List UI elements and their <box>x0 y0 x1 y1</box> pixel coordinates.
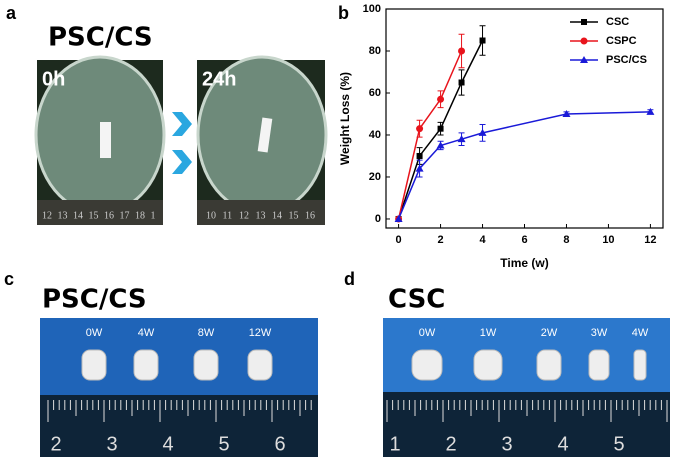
ruler-number: 16 <box>305 210 315 221</box>
sample <box>633 349 647 381</box>
sample <box>473 349 503 381</box>
marker <box>394 214 403 222</box>
x-tick-label: 12 <box>644 234 656 246</box>
photo-label: 1W <box>480 327 497 339</box>
ruler-number: 1 <box>389 433 400 455</box>
photo-label: 24h <box>202 68 236 90</box>
y-tick-label: 0 <box>375 213 381 225</box>
sample <box>81 349 107 381</box>
x-tick-label: 2 <box>437 234 443 246</box>
photo-label: 2W <box>541 327 558 339</box>
ruler-number: 11 <box>223 210 233 221</box>
y-tick-label: 80 <box>369 45 381 57</box>
marker <box>646 107 655 115</box>
panel-title: PSC/CS <box>48 23 153 53</box>
marker <box>478 128 487 136</box>
ruler-number: 14 <box>272 210 282 221</box>
photo-label: 4W <box>138 327 155 339</box>
ruler-number: 5 <box>218 433 229 455</box>
panel-label: a <box>6 3 17 23</box>
photo-label: 4W <box>632 327 649 339</box>
photo-label: 8W <box>198 327 215 339</box>
photo-label: 3W <box>591 327 608 339</box>
ruler-number: 4 <box>557 433 568 455</box>
ruler-number: 15 <box>89 210 99 221</box>
marker <box>457 135 466 143</box>
ruler-number: 13 <box>256 210 266 221</box>
marker <box>437 95 445 103</box>
y-tick-label: 100 <box>363 3 381 15</box>
y-tick-label: 40 <box>369 129 381 141</box>
sample <box>193 349 219 381</box>
marker <box>415 164 424 172</box>
ruler-number: 1 <box>151 210 156 221</box>
x-tick-label: 10 <box>602 234 614 246</box>
ruler-number: 18 <box>135 210 145 221</box>
sample <box>133 349 159 381</box>
photo-label: 0W <box>86 327 103 339</box>
legend-marker <box>580 37 588 45</box>
ruler-number: 10 <box>206 210 216 221</box>
marker <box>416 152 423 159</box>
photo-label: 0h <box>42 68 65 90</box>
ruler-number: 13 <box>58 210 68 221</box>
photo-c <box>40 318 318 457</box>
line <box>397 111 651 220</box>
ruler-number: 3 <box>106 433 117 455</box>
x-tick-label: 8 <box>563 234 569 246</box>
x-tick-label: 4 <box>479 234 486 246</box>
panel-label: c <box>4 269 14 289</box>
marker <box>437 125 444 132</box>
marker <box>479 37 486 44</box>
panel-label: d <box>344 269 355 289</box>
y-axis-label: Weight Loss (%) <box>338 72 352 165</box>
sample <box>411 349 443 381</box>
photo-a-left <box>34 55 166 225</box>
legend-label: CSC <box>606 16 629 28</box>
marker <box>436 141 445 149</box>
y-tick-label: 20 <box>369 171 381 183</box>
marker <box>458 47 466 55</box>
panel-label: b <box>338 3 349 23</box>
photo-a-right <box>196 55 328 225</box>
ruler-number: 5 <box>613 433 624 455</box>
sample <box>536 349 562 381</box>
marker <box>458 79 465 86</box>
marker <box>416 125 424 133</box>
legend-marker <box>581 19 587 25</box>
ruler-number: 3 <box>501 433 512 455</box>
photo-label: 12W <box>249 327 272 339</box>
y-tick-label: 60 <box>369 87 381 99</box>
x-axis-label: Time (w) <box>500 256 548 270</box>
legend-label: PSC/CS <box>606 54 647 66</box>
line <box>397 50 463 220</box>
photo-label: 0W <box>419 327 436 339</box>
x-tick-label: 6 <box>521 234 527 246</box>
legend-marker <box>580 56 588 63</box>
ruler-number: 16 <box>104 210 114 221</box>
ruler-number: 2 <box>445 433 456 455</box>
sample <box>247 349 273 381</box>
ruler-number: 4 <box>162 433 173 455</box>
ruler-number: 12 <box>239 210 249 221</box>
marker <box>562 109 571 117</box>
ruler-number: 6 <box>274 433 285 455</box>
ruler-number: 17 <box>120 210 130 221</box>
arrows <box>172 112 192 174</box>
panel-title: PSC/CS <box>42 285 147 315</box>
ruler-number: 15 <box>289 210 299 221</box>
legend-label: CSPC <box>606 35 637 47</box>
x-tick-label: 0 <box>396 234 402 246</box>
ruler-number: 2 <box>50 433 61 455</box>
panel-title: CSC <box>388 285 445 315</box>
ruler-number: 14 <box>73 210 83 221</box>
sample <box>588 349 610 381</box>
ruler-number: 12 <box>42 210 52 221</box>
